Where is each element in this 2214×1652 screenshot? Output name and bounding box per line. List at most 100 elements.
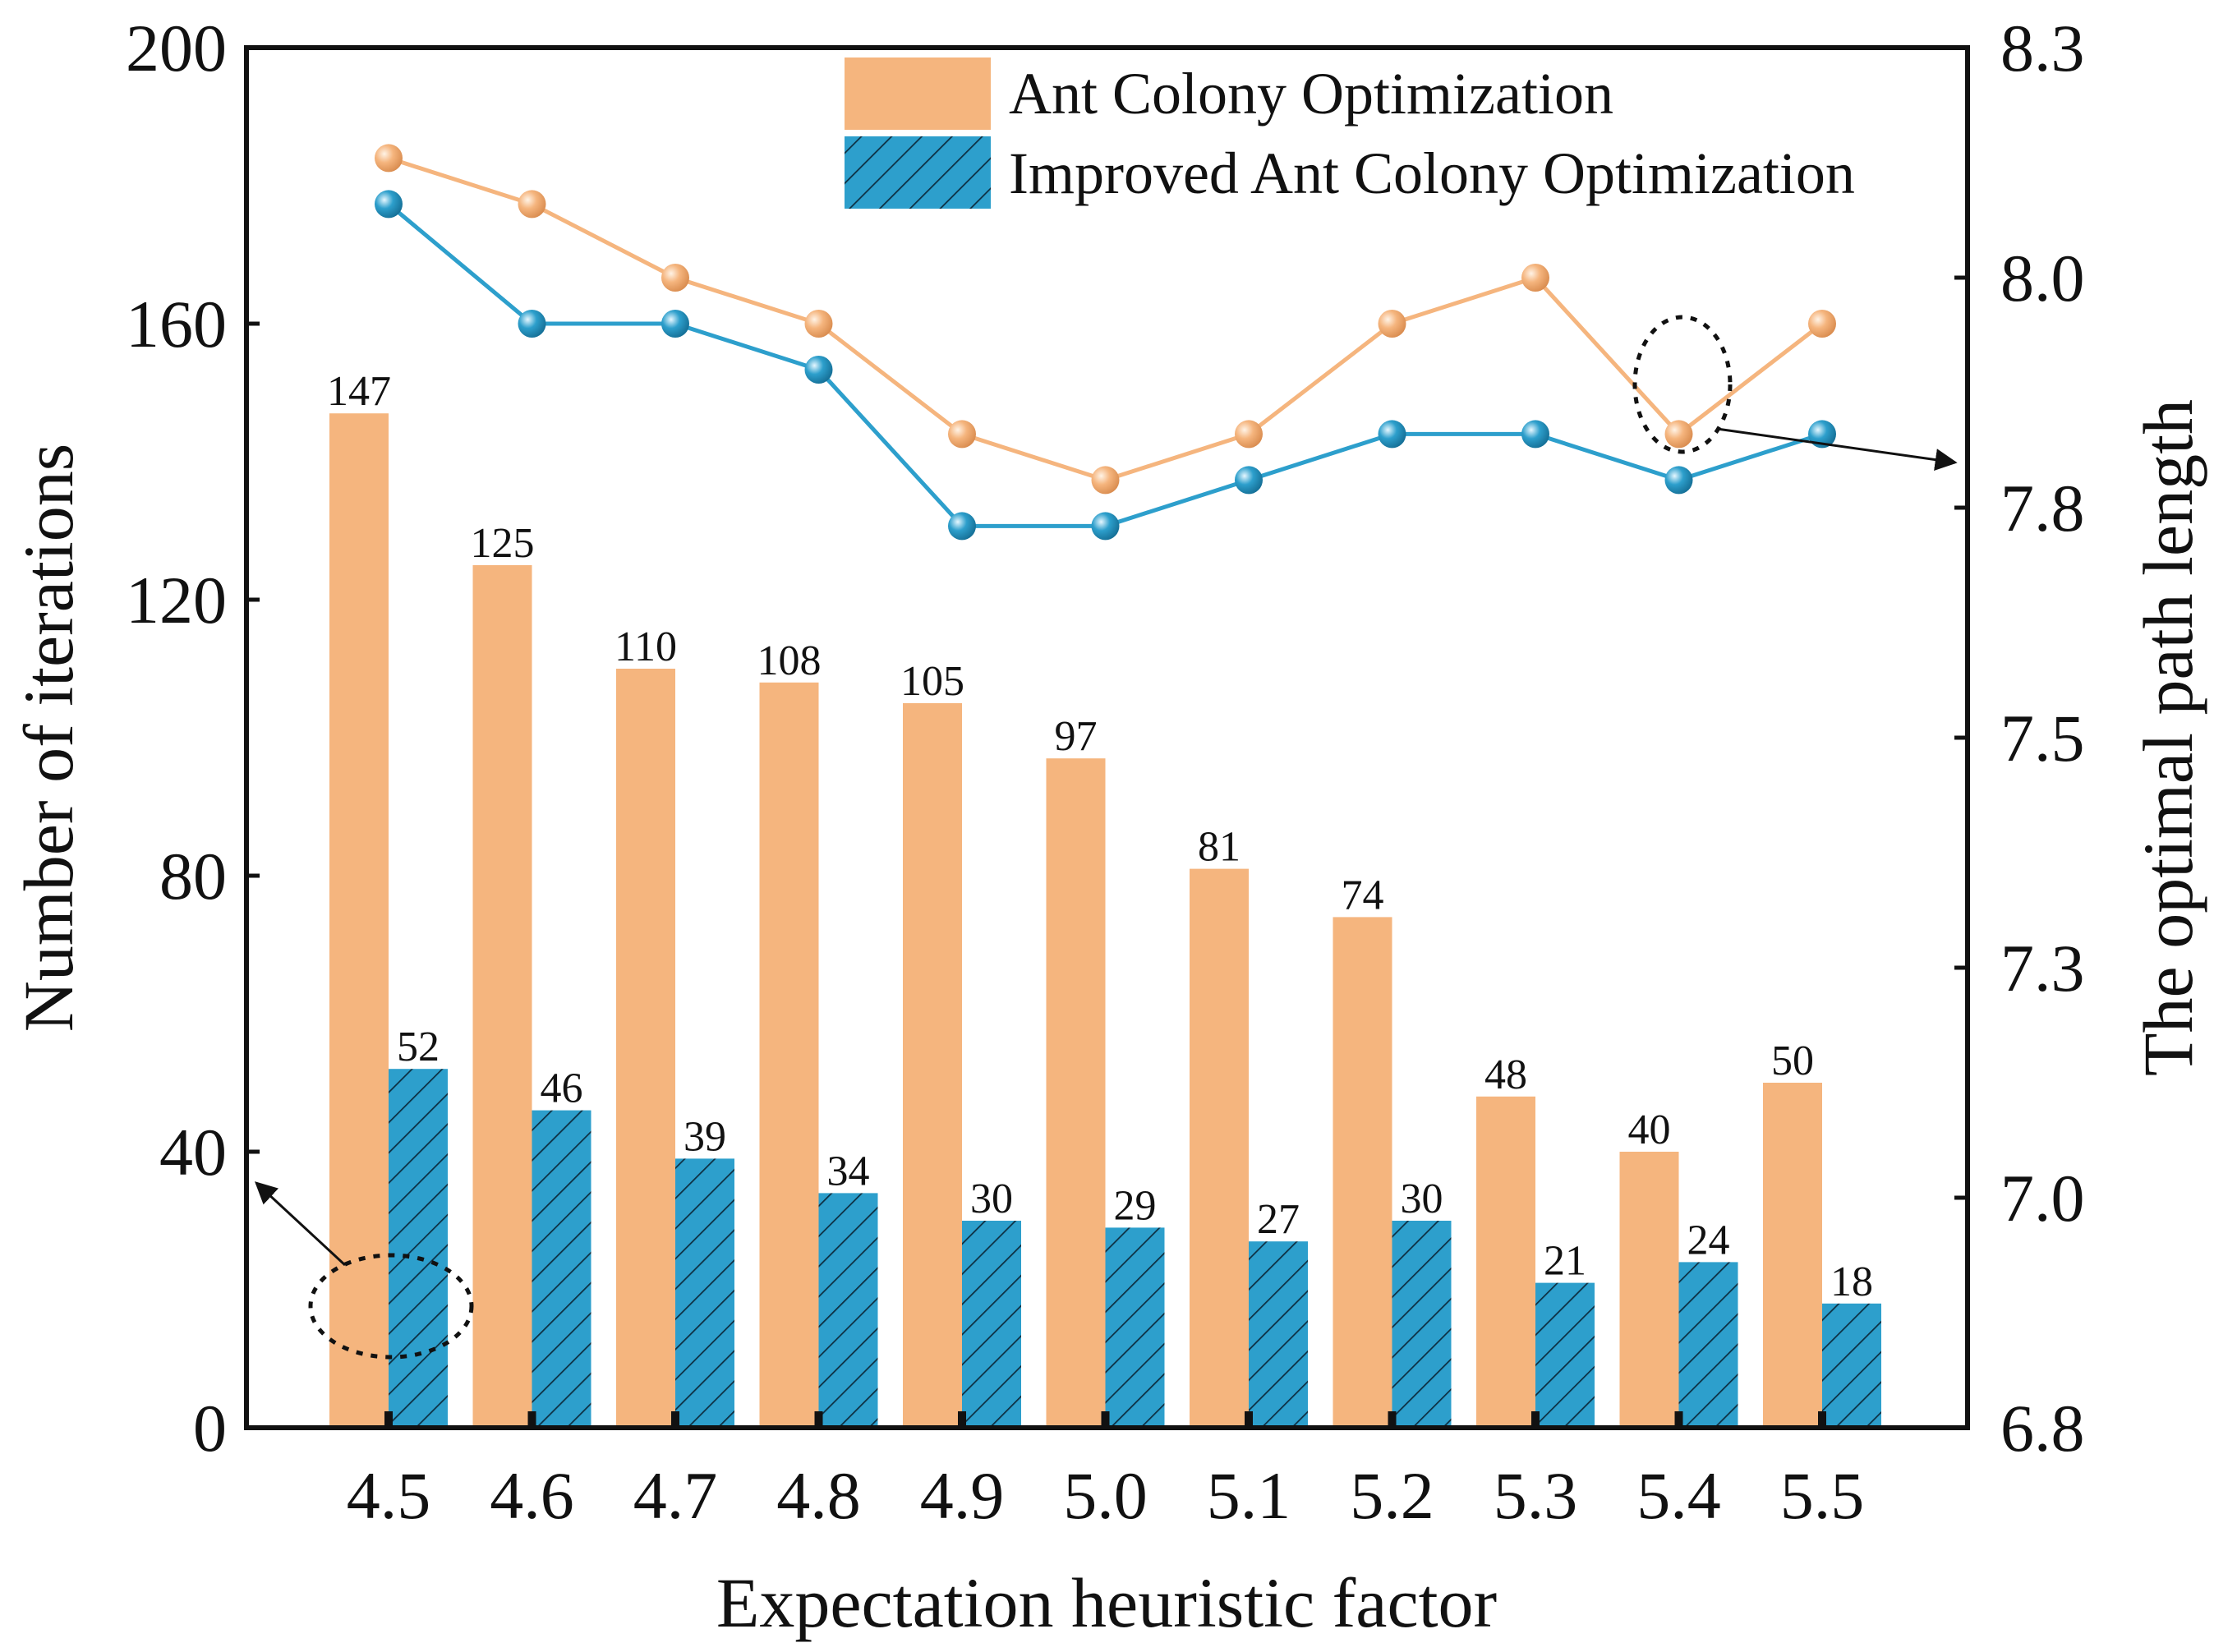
value-label-aco-5.2: 74 — [1342, 872, 1384, 918]
marker-iaco-5.1 — [1235, 466, 1263, 495]
marker-aco-5.4 — [1664, 420, 1693, 449]
marker-iaco-4.7 — [661, 310, 689, 338]
marker-aco-5.5 — [1808, 310, 1836, 338]
y2-tick-label-7.5: 7.5 — [2000, 701, 2085, 775]
bar-aco-4.9 — [903, 703, 962, 1428]
x-tick-label-5.0: 5.0 — [1063, 1458, 1148, 1533]
axes-layer: 0 40 80 120 160 200 6.8 7.0 7.3 7.5 7.8 8.0 8.3 4.5 4.… — [126, 11, 2085, 1533]
y-tick-label-120: 120 — [126, 563, 227, 637]
marker-aco-5.3 — [1521, 264, 1549, 292]
x-tick-label-5.5: 5.5 — [1780, 1458, 1865, 1533]
value-label-iaco-5.1: 27 — [1257, 1196, 1300, 1243]
bar-aco-5.2 — [1333, 917, 1392, 1428]
x-tick-label-5.2: 5.2 — [1350, 1458, 1434, 1533]
annotation-arrow-left — [255, 1181, 347, 1267]
bar-aco-5.1 — [1190, 868, 1249, 1428]
x-tick-label-4.9: 4.9 — [920, 1458, 1005, 1533]
value-label-aco-4.7: 110 — [614, 624, 677, 670]
y2-tick-label-8.0: 8.0 — [2000, 241, 2085, 315]
marker-iaco-4.6 — [518, 310, 546, 338]
annotations — [255, 315, 1958, 1360]
annotation-arrow-right — [1716, 427, 1958, 471]
y2-tick-label-8.3: 8.3 — [2000, 11, 2085, 85]
bar-iaco-5.3 — [1535, 1282, 1595, 1428]
value-label-iaco-5.2: 30 — [1401, 1176, 1443, 1222]
y-axis-title: Number of iterations — [9, 444, 88, 1032]
bar-aco-5.3 — [1476, 1096, 1535, 1428]
value-label-aco-5.4: 40 — [1628, 1107, 1671, 1153]
marker-iaco-4.5 — [375, 190, 403, 219]
bar-aco-4.7 — [616, 669, 675, 1428]
y-tick-label-160: 160 — [126, 287, 227, 361]
bars-layer — [329, 413, 1881, 1429]
bar-iaco-5.4 — [1678, 1262, 1738, 1428]
x-axis-title: Expectation heuristic factor — [716, 1563, 1497, 1642]
value-label-aco-4.6: 125 — [471, 520, 535, 567]
marker-iaco-5.2 — [1378, 420, 1406, 449]
bar-iaco-5.0 — [1105, 1227, 1165, 1428]
marker-aco-4.6 — [518, 190, 546, 219]
line-aco-path-length — [388, 156, 1824, 483]
x-tick-label-4.5: 4.5 — [347, 1458, 431, 1533]
bar-iaco-5.1 — [1249, 1241, 1308, 1428]
marker-aco-4.5 — [375, 144, 403, 173]
marker-aco-5.1 — [1235, 420, 1263, 449]
x-tick-label-5.1: 5.1 — [1207, 1458, 1291, 1533]
marker-iaco-5.0 — [1091, 512, 1120, 541]
y2-axis-title: The optimal path length — [2129, 399, 2207, 1076]
bar-aco-5.0 — [1046, 758, 1106, 1428]
value-label-aco-4.5: 147 — [327, 368, 391, 415]
x-tick-label-5.4: 5.4 — [1636, 1458, 1721, 1533]
value-label-iaco-5.0: 29 — [1114, 1182, 1157, 1229]
y2-tick-label-7.0: 7.0 — [2000, 1161, 2085, 1236]
annotation-ellipse-left — [308, 1253, 474, 1360]
marker-iaco-5.3 — [1521, 420, 1549, 449]
x-tick-label-4.7: 4.7 — [633, 1458, 718, 1533]
bar-iaco-4.7 — [675, 1158, 734, 1428]
marker-iaco-4.9 — [948, 512, 976, 541]
marker-iaco-5.4 — [1664, 466, 1693, 495]
y-tick-label-200: 200 — [126, 11, 227, 85]
bar-iaco-5.2 — [1392, 1221, 1452, 1428]
bar-aco-5.5 — [1763, 1083, 1822, 1428]
value-label-aco-5.0: 97 — [1055, 713, 1098, 760]
legend-swatch-iaco — [845, 136, 991, 209]
bar-aco-4.6 — [472, 565, 532, 1428]
lines-layer — [375, 144, 1836, 541]
value-label-aco-5.1: 81 — [1198, 824, 1240, 871]
x-tick-label-4.8: 4.8 — [776, 1458, 861, 1533]
annotation-ellipse-right — [1632, 315, 1733, 454]
value-label-iaco-4.8: 34 — [827, 1148, 870, 1194]
value-label-aco-4.9: 105 — [900, 658, 964, 705]
marker-iaco-4.8 — [804, 356, 833, 384]
y2-tick-label-7.3: 7.3 — [2000, 931, 2085, 1005]
legend-label-iaco: Improved Ant Colony Optimization — [1009, 140, 1855, 206]
marker-aco-4.8 — [804, 310, 833, 338]
bar-aco-5.4 — [1619, 1152, 1679, 1428]
y-tick-label-80: 80 — [159, 839, 227, 913]
value-label-iaco-4.6: 46 — [541, 1065, 583, 1112]
bar-aco-4.5 — [329, 413, 389, 1429]
bar-labels-layer: 147 52 125 46 110 39 108 34 105 30 97 29 81 27 74 30 48 2… — [327, 368, 1873, 1305]
bar-aco-4.8 — [759, 682, 819, 1428]
legend: Ant Colony Optimization Improved Ant Col… — [845, 58, 1855, 209]
bar-iaco-5.5 — [1822, 1303, 1881, 1428]
y2-tick-label-7.8: 7.8 — [2000, 471, 2085, 545]
bar-iaco-4.9 — [962, 1221, 1021, 1428]
legend-swatch-aco — [845, 58, 991, 130]
value-label-iaco-5.5: 18 — [1830, 1259, 1873, 1305]
value-label-iaco-4.9: 30 — [970, 1176, 1013, 1222]
value-label-aco-4.8: 108 — [757, 637, 822, 684]
value-label-iaco-5.3: 21 — [1544, 1238, 1586, 1285]
value-label-iaco-4.7: 39 — [684, 1113, 726, 1160]
y-tick-label-40: 40 — [159, 1115, 227, 1190]
bar-iaco-4.6 — [532, 1110, 591, 1428]
y2-tick-label-6.8: 6.8 — [2000, 1391, 2085, 1466]
value-label-aco-5.3: 48 — [1484, 1051, 1527, 1098]
marker-aco-4.9 — [948, 420, 976, 449]
value-label-iaco-4.5: 52 — [397, 1024, 440, 1070]
marker-aco-4.7 — [661, 264, 689, 292]
x-tick-label-5.3: 5.3 — [1494, 1458, 1578, 1533]
marker-iaco-5.5 — [1808, 420, 1836, 449]
x-tick-label-4.6: 4.6 — [490, 1458, 574, 1533]
